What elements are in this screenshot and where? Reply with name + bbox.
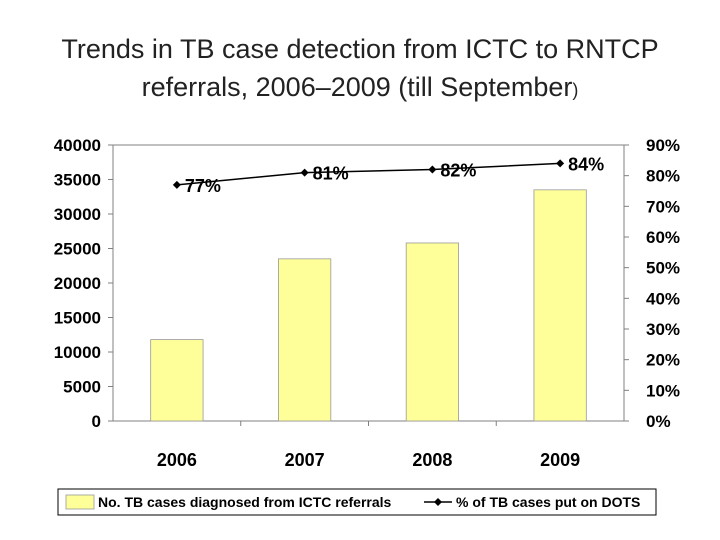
chart-title-line1: Trends in TB case detection from ICTC to…	[61, 34, 659, 64]
y-left-tick-label: 0	[92, 412, 101, 431]
line-data-label: 77%	[185, 176, 221, 196]
y-right-tick-label: 40%	[646, 289, 680, 308]
y-left-tick-label: 35000	[54, 171, 101, 190]
x-tick-label: 2007	[285, 450, 325, 470]
line-data-label: 81%	[313, 164, 349, 184]
y-right-tick-label: 0%	[646, 412, 671, 431]
y-left-tick-label: 10000	[54, 343, 101, 362]
x-tick-label: 2008	[412, 450, 452, 470]
y-left-tick-label: 5000	[63, 378, 101, 397]
line-point	[300, 168, 309, 177]
x-tick-label: 2009	[540, 450, 580, 470]
y-left-tick-label: 25000	[54, 240, 101, 259]
y-left-tick-label: 30000	[54, 205, 101, 224]
bar	[405, 242, 459, 422]
y-right-tick-label: 20%	[646, 351, 680, 370]
legend-box	[57, 488, 657, 516]
y-left-tick-label: 15000	[54, 309, 101, 328]
legend-bar-swatch	[65, 494, 95, 510]
chart-title-line2-main: referrals, 2006–2009 (till September	[141, 72, 573, 102]
line-point	[556, 159, 565, 168]
y-right-tick-label: 70%	[646, 197, 680, 216]
plot-area: 0 5000 10000 15000 20000 25000 30000 35000 40000…	[54, 136, 680, 470]
legend: No. TB cases diagnosed from ICTC referra…	[57, 488, 657, 516]
y-left-tick-label: 40000	[54, 136, 101, 155]
y-right-tick-label: 10%	[646, 381, 680, 400]
y-left-tick-label: 20000	[54, 274, 101, 293]
bar	[278, 258, 332, 422]
bar	[533, 189, 587, 422]
chart-title: Trends in TB case detection from ICTC to…	[0, 30, 720, 109]
y-right-tick-label: 80%	[646, 167, 680, 186]
bar	[150, 339, 204, 422]
legend-line-label: % of TB cases put on DOTS	[456, 494, 640, 510]
line-data-label: 82%	[440, 161, 476, 181]
chart-title-line2-paren: )	[572, 80, 579, 100]
line-data-label: 84%	[568, 154, 604, 174]
line-point	[172, 180, 181, 189]
line-series	[176, 162, 561, 186]
legend-line-marker	[434, 498, 442, 506]
x-tick-label: 2006	[157, 450, 197, 470]
y-right-tick-label: 30%	[646, 320, 680, 339]
chart-title-line2: referrals, 2006–2009 (till September)	[0, 68, 720, 109]
y-right-tick-label: 90%	[646, 136, 680, 155]
y-right-tick-label: 50%	[646, 259, 680, 278]
legend-bar-label: No. TB cases diagnosed from ICTC referra…	[98, 494, 392, 510]
line-point	[428, 165, 437, 174]
y-right-tick-label: 60%	[646, 228, 680, 247]
